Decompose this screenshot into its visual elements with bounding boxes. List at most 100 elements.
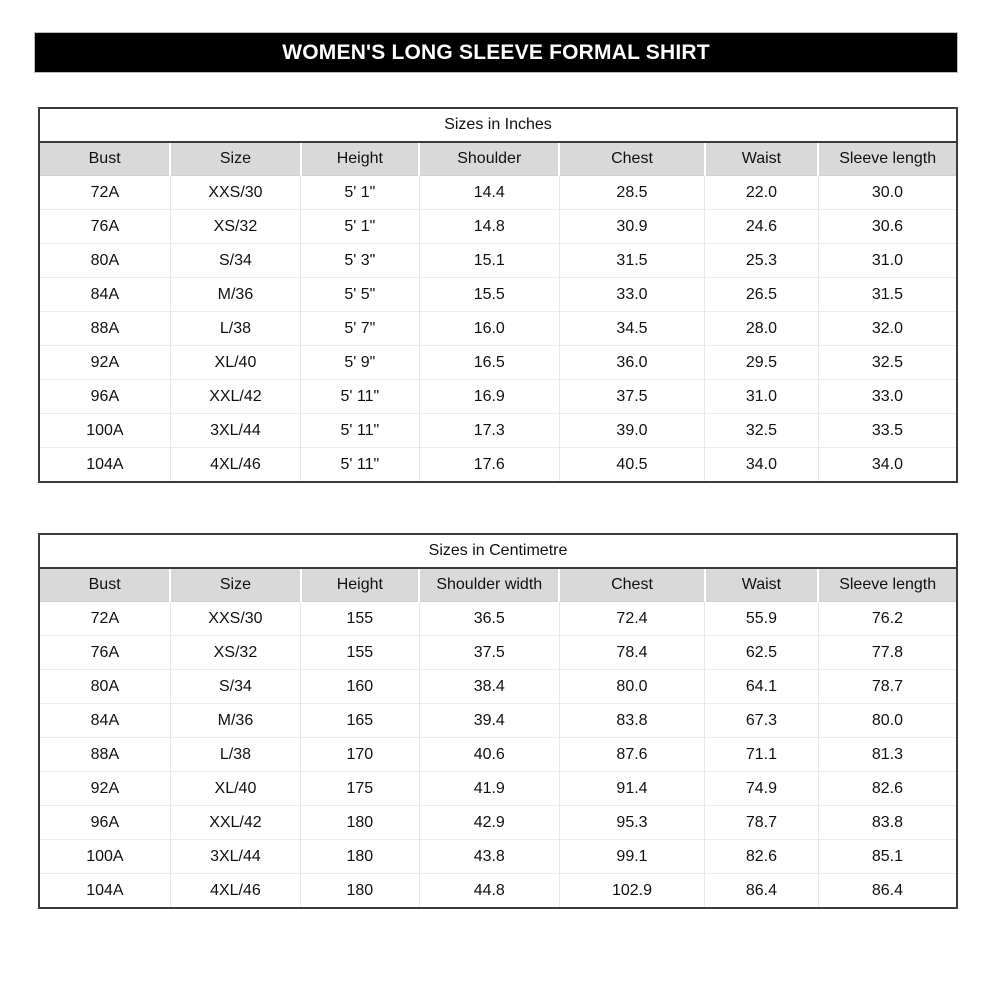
table-cell: S/34 — [169, 243, 301, 278]
column-header: Chest — [558, 568, 705, 602]
table-cell: 62.5 — [704, 635, 819, 670]
table-cell: 44.8 — [418, 873, 560, 908]
table-cell: 25.3 — [704, 243, 819, 278]
table-caption: Sizes in Inches — [39, 108, 957, 143]
column-header: Chest — [558, 142, 705, 176]
table-cell: 77.8 — [817, 635, 957, 670]
table-cell: 87.6 — [558, 737, 705, 772]
table-cell: 160 — [300, 669, 420, 704]
table-cell: L/38 — [169, 737, 301, 772]
table-cell: 72.4 — [558, 601, 705, 636]
table-cell: 16.5 — [418, 345, 560, 380]
table-row: 76A XS/32 5' 1" 14.8 30.9 24.6 30.6 — [39, 209, 957, 244]
column-header: Sleeve length — [817, 568, 957, 602]
table-cell: 40.5 — [558, 447, 705, 482]
table-cell: 32.5 — [704, 413, 819, 448]
table-cell: 31.0 — [817, 243, 957, 278]
table-cell: 80A — [39, 243, 171, 278]
table-cell: 82.6 — [817, 771, 957, 806]
table-cell: M/36 — [169, 277, 301, 312]
table-cell: 102.9 — [558, 873, 705, 908]
table-cell: L/38 — [169, 311, 301, 346]
table-cell: 92A — [39, 345, 171, 380]
table-cell: XXL/42 — [169, 805, 301, 840]
table-cell: 32.0 — [817, 311, 957, 346]
column-header: Shoulder — [418, 142, 560, 176]
header-row: Bust Size Height Shoulder width Chest Waist Sl… — [39, 568, 957, 602]
table-cell: 71.1 — [704, 737, 819, 772]
table-cell: 34.5 — [558, 311, 705, 346]
table-cell: 22.0 — [704, 175, 819, 210]
table-cell: 3XL/44 — [169, 839, 301, 874]
table-row: 92A XL/40 5' 9" 16.5 36.0 29.5 32.5 — [39, 345, 957, 380]
table-cell: 5' 1" — [300, 209, 420, 244]
table-cell: 40.6 — [418, 737, 560, 772]
table-cell: 15.1 — [418, 243, 560, 278]
sizes-in-inches-table: Sizes in Inches Bust Size Height Shoulder Che… — [38, 107, 958, 483]
table-cell: 15.5 — [418, 277, 560, 312]
table-cell: 84A — [39, 703, 171, 738]
column-header: Bust — [39, 568, 171, 602]
table-cell: 100A — [39, 413, 171, 448]
table-cell: 30.9 — [558, 209, 705, 244]
table-cell: 26.5 — [704, 277, 819, 312]
table-caption: Sizes in Centimetre — [39, 534, 957, 569]
table-cell: 5' 11" — [300, 413, 420, 448]
column-header: Shoulder width — [418, 568, 560, 602]
table-cell: 14.4 — [418, 175, 560, 210]
table-cell: 39.4 — [418, 703, 560, 738]
table-cell: 80.0 — [817, 703, 957, 738]
table-cell: 104A — [39, 873, 171, 908]
table-cell: 82.6 — [704, 839, 819, 874]
table-cell: 42.9 — [418, 805, 560, 840]
table-row: 80A S/34 5' 3" 15.1 31.5 25.3 31.0 — [39, 243, 957, 278]
table-cell: 37.5 — [418, 635, 560, 670]
table-row: 88A L/38 5' 7" 16.0 34.5 28.0 32.0 — [39, 311, 957, 346]
table-cell: S/34 — [169, 669, 301, 704]
table-row: 76A XS/32 155 37.5 78.4 62.5 77.8 — [39, 635, 957, 670]
table-cell: 175 — [300, 771, 420, 806]
column-header: Size — [169, 142, 301, 176]
table-row: 100A 3XL/44 180 43.8 99.1 82.6 85.1 — [39, 839, 957, 874]
table-cell: 24.6 — [704, 209, 819, 244]
table-cell: 78.4 — [558, 635, 705, 670]
table-cell: 180 — [300, 873, 420, 908]
table-row: 92A XL/40 175 41.9 91.4 74.9 82.6 — [39, 771, 957, 806]
table-cell: 85.1 — [817, 839, 957, 874]
table-cell: 34.0 — [704, 447, 819, 482]
table-cell: 100A — [39, 839, 171, 874]
table-cell: 155 — [300, 601, 420, 636]
table-cell: 5' 11" — [300, 447, 420, 482]
table-cell: 64.1 — [704, 669, 819, 704]
table-cell: M/36 — [169, 703, 301, 738]
table-row: 84A M/36 165 39.4 83.8 67.3 80.0 — [39, 703, 957, 738]
table-cell: 33.0 — [558, 277, 705, 312]
table-cell: 96A — [39, 379, 171, 414]
sizes-in-centimetre-table: Sizes in Centimetre Bust Size Height Shoulde… — [38, 533, 958, 909]
table-cell: XL/40 — [169, 771, 301, 806]
table-cell: 14.8 — [418, 209, 560, 244]
table-cell: 38.4 — [418, 669, 560, 704]
table-cell: 28.5 — [558, 175, 705, 210]
table-cell: 99.1 — [558, 839, 705, 874]
header-row: Bust Size Height Shoulder Chest Waist Sleeve l… — [39, 142, 957, 176]
table-cell: 41.9 — [418, 771, 560, 806]
table-cell: 17.3 — [418, 413, 560, 448]
table-row: 72A XXS/30 155 36.5 72.4 55.9 76.2 — [39, 601, 957, 636]
table-cell: 180 — [300, 839, 420, 874]
table-cell: 170 — [300, 737, 420, 772]
table-cell: XXS/30 — [169, 601, 301, 636]
table-cell: 36.5 — [418, 601, 560, 636]
table-cell: 5' 1" — [300, 175, 420, 210]
column-header: Size — [169, 568, 301, 602]
table-cell: 86.4 — [817, 873, 957, 908]
table-cell: XL/40 — [169, 345, 301, 380]
table-cell: 43.8 — [418, 839, 560, 874]
table-cell: 86.4 — [704, 873, 819, 908]
table-cell: 3XL/44 — [169, 413, 301, 448]
table-row: 96A XXL/42 5' 11" 16.9 37.5 31.0 33.0 — [39, 379, 957, 414]
table-cell: 5' 7" — [300, 311, 420, 346]
table-cell: 5' 3" — [300, 243, 420, 278]
table-row: 96A XXL/42 180 42.9 95.3 78.7 83.8 — [39, 805, 957, 840]
table-cell: 72A — [39, 601, 171, 636]
